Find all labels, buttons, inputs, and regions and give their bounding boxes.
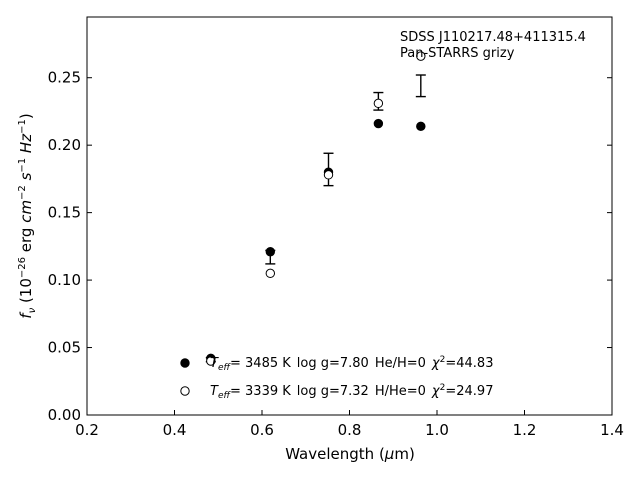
ticks-layer: 0.2 0.4 0.6 0.8 1.0 1.2 1.4 0.00 0.05 0.10 0.15 0.2…: [48, 69, 624, 439]
y-tick-label: 0.05: [48, 339, 81, 357]
x-tick-label: 0.4: [163, 421, 187, 439]
y-tick-label: 0.10: [48, 271, 81, 289]
model-point-open: [265, 268, 276, 279]
y-tick-label: 0.15: [48, 204, 81, 222]
legend-filled-marker: [180, 358, 190, 368]
x-tick-label: 0.2: [75, 421, 99, 439]
x-axis-label: Wavelength (μm): [285, 445, 415, 463]
x-tick-label: 0.8: [338, 421, 362, 439]
model-point-filled: [416, 121, 426, 131]
annotation-object-name: SDSS J110217.48+411315.4: [400, 30, 586, 45]
y-tick-label: 0.20: [48, 136, 81, 154]
plot-frame: [86, 16, 613, 416]
x-tick-label: 1.4: [600, 421, 624, 439]
plot-layer: [205, 51, 426, 366]
model-point-open: [416, 51, 426, 61]
x-tick-label: 0.6: [250, 421, 274, 439]
model-point-filled: [373, 118, 384, 129]
annotation-survey-name: Pan-STARRS grizy: [400, 46, 515, 61]
y-axis-label: fν (10−26 erg cm−2 s−1 Hz−1): [17, 113, 38, 318]
x-tick-label: 1.0: [425, 421, 449, 439]
model-point-open: [206, 356, 216, 366]
model-point-open: [323, 170, 334, 180]
observed-errorbar: [415, 74, 426, 98]
y-tick-label: 0.25: [48, 69, 81, 87]
model-point-filled: [265, 247, 276, 257]
x-tick-label: 1.2: [513, 421, 537, 439]
y-tick-label: 0.00: [48, 406, 81, 424]
model-point-open: [373, 98, 384, 109]
legend-open-marker: [180, 386, 190, 396]
